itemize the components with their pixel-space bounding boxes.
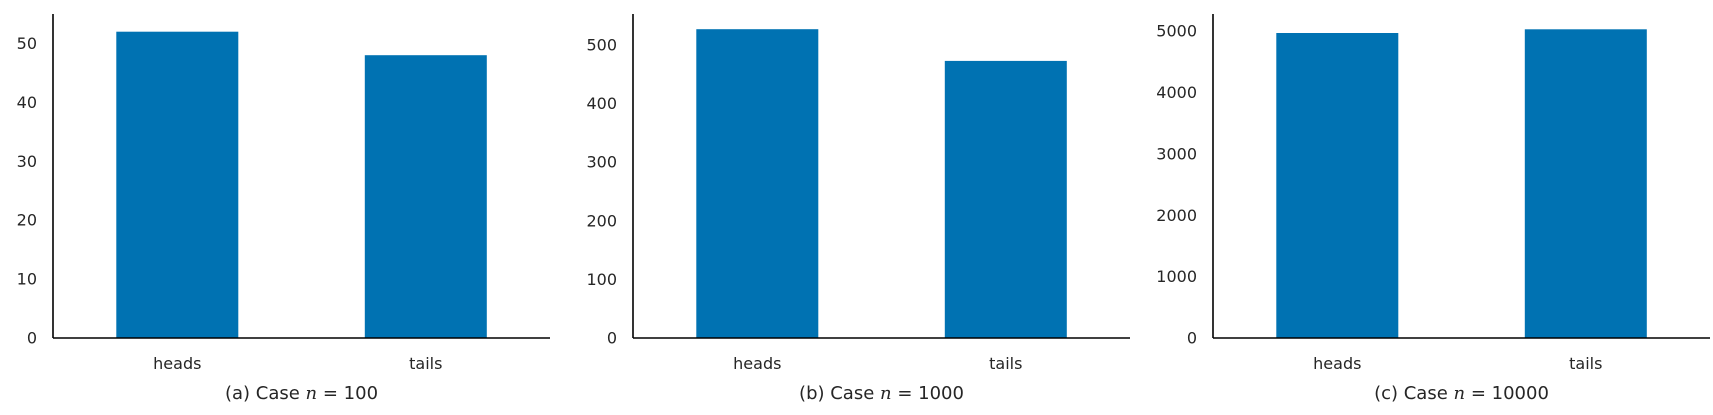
y-tick-label: 0 xyxy=(27,329,37,348)
bar-tails xyxy=(364,55,487,338)
y-tick-label: 0 xyxy=(607,329,617,348)
y-tick-label: 10 xyxy=(17,270,37,289)
bar-heads xyxy=(1276,33,1399,338)
y-tick-label: 500 xyxy=(586,36,617,55)
panel-caption: (c) Case n = 10000 xyxy=(1374,383,1549,404)
bar-heads xyxy=(116,31,239,338)
bar-heads xyxy=(696,29,819,338)
y-tick-label: 30 xyxy=(17,152,37,171)
x-tick-label: heads xyxy=(733,354,781,373)
y-tick-label: 1000 xyxy=(1156,267,1197,286)
bar-tails xyxy=(944,60,1067,339)
bar-tails xyxy=(1524,29,1647,339)
x-tick-label: heads xyxy=(153,354,201,373)
y-tick-label: 4000 xyxy=(1156,83,1197,102)
panel-caption: (b) Case n = 1000 xyxy=(799,383,964,404)
y-tick-label: 100 xyxy=(586,270,617,289)
y-tick-label: 200 xyxy=(586,211,617,230)
x-tick-label: heads xyxy=(1313,354,1361,373)
y-tick-label: 40 xyxy=(17,93,37,112)
y-tick-label: 400 xyxy=(586,94,617,113)
y-tick-label: 5000 xyxy=(1156,22,1197,41)
y-tick-label: 300 xyxy=(586,153,617,172)
panel-caption: (a) Case n = 100 xyxy=(225,383,378,404)
y-tick-label: 50 xyxy=(17,34,37,53)
y-tick-label: 20 xyxy=(17,211,37,230)
x-tick-label: tails xyxy=(409,354,442,373)
x-tick-label: tails xyxy=(1569,354,1602,373)
y-tick-label: 0 xyxy=(1187,329,1197,348)
y-tick-label: 3000 xyxy=(1156,144,1197,163)
y-tick-label: 2000 xyxy=(1156,206,1197,225)
x-tick-label: tails xyxy=(989,354,1022,373)
